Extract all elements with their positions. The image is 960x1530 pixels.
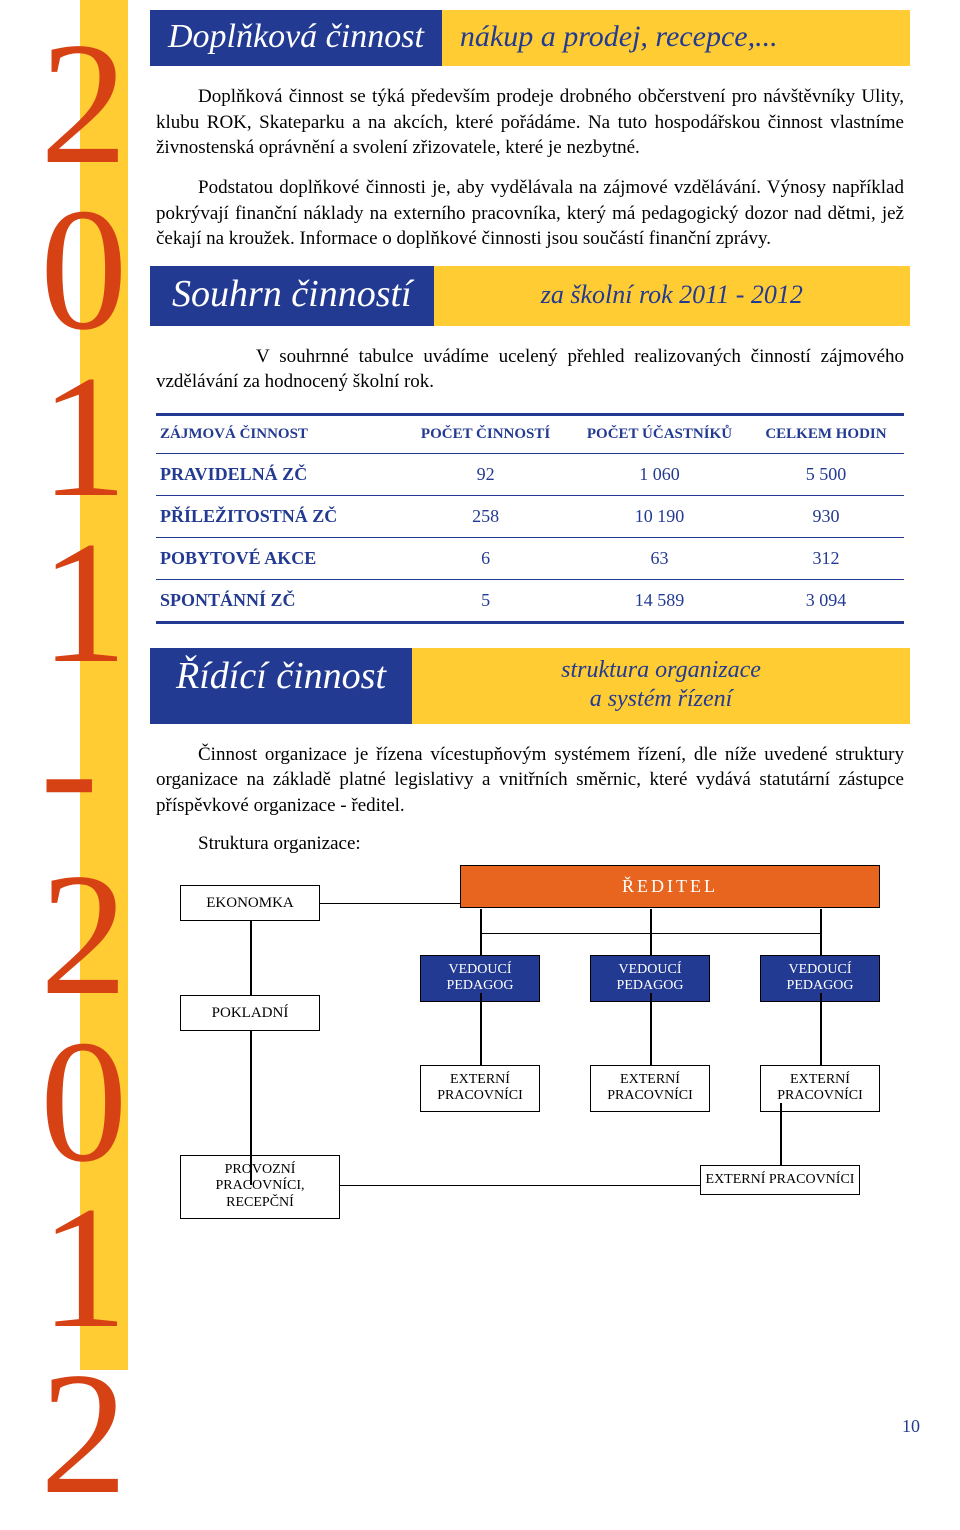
section3-subtitle-line2: a systém řízení bbox=[561, 685, 761, 714]
table-row: SPONTÁNNÍ ZČ 5 14 589 3 094 bbox=[156, 580, 904, 624]
table-row: PRAVIDELNÁ ZČ 92 1 060 5 500 bbox=[156, 454, 904, 496]
cell: 258 bbox=[404, 506, 567, 527]
node-pokladni: POKLADNÍ bbox=[180, 995, 320, 1031]
cell: PRAVIDELNÁ ZČ bbox=[160, 464, 404, 485]
connector bbox=[650, 909, 652, 933]
org-chart: ŘEDITEL EKONOMKA POKLADNÍ PROVOZNÍ PRACO… bbox=[160, 865, 900, 1245]
connector bbox=[250, 920, 252, 995]
section2-intro: V souhrnné tabulce uvádíme ucelený přehl… bbox=[156, 344, 904, 395]
section2-header: Souhrn činností za školní rok 2011 - 201… bbox=[150, 266, 910, 326]
node-externi-bottom: EXTERNÍ PRACOVNÍCI bbox=[700, 1165, 860, 1196]
connector bbox=[650, 993, 652, 1065]
structure-label: Struktura organizace: bbox=[198, 833, 910, 855]
connector bbox=[780, 1103, 782, 1165]
table-row: POBYTOVÉ AKCE 6 63 312 bbox=[156, 538, 904, 580]
section3-subtitle-line1: struktura organizace bbox=[561, 656, 761, 685]
cell: SPONTÁNNÍ ZČ bbox=[160, 590, 404, 611]
page-number: 10 bbox=[902, 1416, 920, 1437]
document-page: 2 0 1 1 - 2 0 1 2 Doplňková činnost náku… bbox=[0, 0, 960, 1457]
connector bbox=[340, 1185, 700, 1187]
section3-para: Činnost organizace je řízena vícestupňov… bbox=[156, 742, 904, 819]
section3-header: Řídící činnost struktura organizace a sy… bbox=[150, 648, 910, 724]
cell: PŘÍLEŽITOSTNÁ ZČ bbox=[160, 506, 404, 527]
section1-subtitle: nákup a prodej, recepce,... bbox=[442, 10, 910, 66]
section3-title: Řídící činnost bbox=[150, 648, 412, 724]
section3-subtitle: struktura organizace a systém řízení bbox=[412, 648, 910, 724]
th-hours: CELKEM HODIN bbox=[752, 426, 900, 443]
main-content: Doplňková činnost nákup a prodej, recepc… bbox=[150, 10, 910, 1245]
cell: 6 bbox=[404, 548, 567, 569]
node-externi-2: EXTERNÍ PRACOVNÍCI bbox=[590, 1065, 710, 1113]
section2-title: Souhrn činností bbox=[150, 266, 434, 326]
sidebar-year: 2 0 1 1 - 2 0 1 2 bbox=[40, 20, 122, 1516]
cell: POBYTOVÉ AKCE bbox=[160, 548, 404, 569]
cell: 63 bbox=[567, 548, 752, 569]
cell: 5 500 bbox=[752, 464, 900, 485]
connector bbox=[650, 933, 652, 955]
connector bbox=[480, 993, 482, 1065]
node-externi-3: EXTERNÍ PRACOVNÍCI bbox=[760, 1065, 880, 1113]
section1-header: Doplňková činnost nákup a prodej, recepc… bbox=[150, 10, 910, 66]
connector bbox=[820, 993, 822, 1065]
connector bbox=[820, 933, 822, 955]
cell: 1 060 bbox=[567, 464, 752, 485]
cell: 5 bbox=[404, 590, 567, 611]
connector bbox=[480, 909, 482, 933]
th-activity: ZÁJMOVÁ ČINNOST bbox=[160, 426, 404, 443]
node-provozni: PROVOZNÍ PRACOVNÍCI, RECEPČNÍ bbox=[180, 1155, 340, 1219]
node-ekonomka: EKONOMKA bbox=[180, 885, 320, 921]
section2-subtitle: za školní rok 2011 - 2012 bbox=[434, 266, 910, 326]
section1-para2: Podstatou doplňkové činnosti je, aby vyd… bbox=[156, 175, 904, 252]
th-participants: POČET ÚČASTNÍKŮ bbox=[567, 426, 752, 443]
section1-para1: Doplňková činnost se týká především prod… bbox=[156, 84, 904, 161]
node-externi-1: EXTERNÍ PRACOVNÍCI bbox=[420, 1065, 540, 1113]
cell: 10 190 bbox=[567, 506, 752, 527]
node-reditel: ŘEDITEL bbox=[460, 865, 880, 909]
section1-title: Doplňková činnost bbox=[150, 10, 442, 66]
connector bbox=[320, 903, 460, 905]
connector bbox=[820, 909, 822, 933]
connector bbox=[480, 933, 482, 955]
th-count: POČET ČINNOSTÍ bbox=[404, 426, 567, 443]
connector bbox=[250, 1030, 252, 1185]
cell: 92 bbox=[404, 464, 567, 485]
summary-table: ZÁJMOVÁ ČINNOST POČET ČINNOSTÍ POČET ÚČA… bbox=[156, 413, 904, 624]
cell: 930 bbox=[752, 506, 900, 527]
table-header-row: ZÁJMOVÁ ČINNOST POČET ČINNOSTÍ POČET ÚČA… bbox=[156, 413, 904, 454]
table-row: PŘÍLEŽITOSTNÁ ZČ 258 10 190 930 bbox=[156, 496, 904, 538]
cell: 312 bbox=[752, 548, 900, 569]
cell: 3 094 bbox=[752, 590, 900, 611]
cell: 14 589 bbox=[567, 590, 752, 611]
